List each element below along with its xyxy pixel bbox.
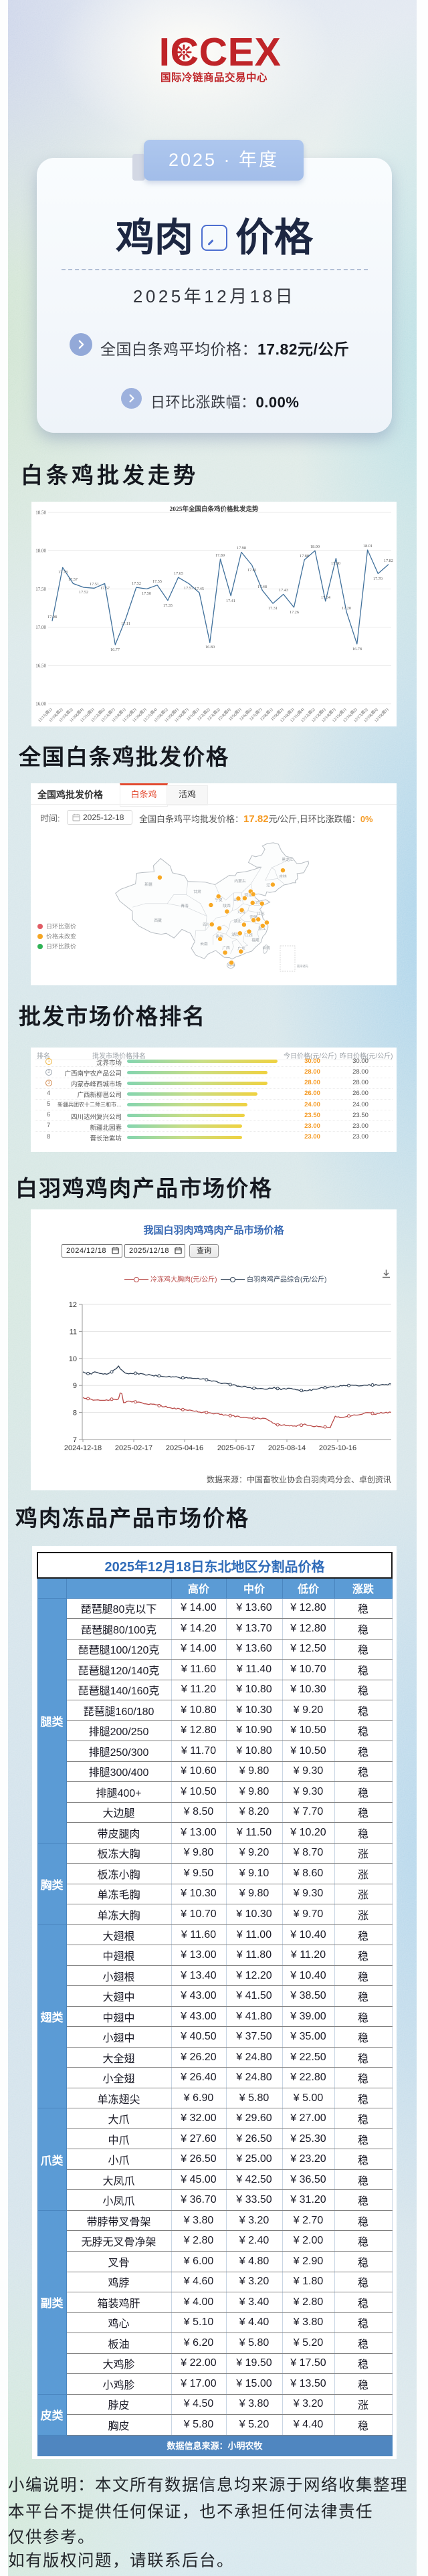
svg-text:17.55: 17.55 bbox=[152, 579, 162, 584]
svg-text:17.00: 17.00 bbox=[35, 625, 46, 630]
svg-text:黑龙江: 黑龙江 bbox=[282, 857, 294, 862]
svg-text:2025-02-17: 2025-02-17 bbox=[115, 1444, 152, 1452]
svg-text:9: 9 bbox=[73, 1382, 77, 1390]
svg-text:四川: 四川 bbox=[203, 922, 211, 927]
svg-text:17.50: 17.50 bbox=[35, 587, 46, 592]
svg-text:17.31: 17.31 bbox=[268, 606, 278, 611]
svg-text:11: 11 bbox=[70, 1328, 77, 1336]
svg-text:17.98: 17.98 bbox=[237, 546, 246, 551]
svg-text:甘肃: 甘肃 bbox=[193, 889, 201, 894]
svg-text:17.20: 17.20 bbox=[342, 606, 351, 611]
svg-text:16.80: 16.80 bbox=[205, 645, 215, 650]
svg-text:安徽: 安徽 bbox=[249, 914, 257, 920]
svg-text:宁夏: 宁夏 bbox=[215, 897, 223, 902]
svg-text:2025-08-14: 2025-08-14 bbox=[268, 1444, 306, 1452]
svg-text:10: 10 bbox=[69, 1355, 77, 1363]
svg-text:数据来源：中国畜牧业协会白羽肉鸡分会、卓创资讯: 数据来源：中国畜牧业协会白羽肉鸡分会、卓创资讯 bbox=[207, 1474, 391, 1484]
svg-text:陕西: 陕西 bbox=[223, 903, 231, 908]
svg-text:17.45: 17.45 bbox=[195, 587, 204, 591]
svg-text:江苏: 江苏 bbox=[257, 911, 265, 916]
svg-text:17.26: 17.26 bbox=[290, 610, 299, 615]
svg-text:16.50: 16.50 bbox=[35, 663, 46, 668]
svg-text:湖南: 湖南 bbox=[231, 932, 239, 937]
svg-text:内蒙古: 内蒙古 bbox=[234, 878, 246, 884]
svg-text:17.65: 17.65 bbox=[174, 571, 183, 576]
svg-text:西藏: 西藏 bbox=[154, 918, 162, 923]
svg-text:18.50: 18.50 bbox=[35, 510, 46, 516]
svg-text:17.48: 17.48 bbox=[257, 585, 267, 589]
svg-text:湖北: 湖北 bbox=[233, 918, 241, 924]
svg-text:17.57: 17.57 bbox=[100, 586, 110, 591]
svg-text:17.51: 17.51 bbox=[90, 582, 99, 587]
svg-text:17.81: 17.81 bbox=[247, 568, 257, 573]
svg-text:2025-10-16: 2025-10-16 bbox=[319, 1444, 356, 1452]
svg-text:2025-04-16: 2025-04-16 bbox=[166, 1444, 203, 1452]
svg-text:18.00: 18.00 bbox=[310, 544, 320, 549]
svg-text:17.89: 17.89 bbox=[215, 553, 225, 558]
svg-text:16.77: 16.77 bbox=[110, 648, 120, 652]
svg-text:17.57: 17.57 bbox=[68, 577, 78, 582]
svg-text:2025年全国白条鸡价格批发走势: 2025年全国白条鸡价格批发走势 bbox=[169, 505, 259, 513]
svg-text:云南: 云南 bbox=[200, 941, 208, 947]
svg-text:17.90: 17.90 bbox=[331, 561, 340, 566]
svg-text:17.88: 17.88 bbox=[300, 554, 309, 559]
svg-text:12: 12 bbox=[69, 1301, 77, 1309]
svg-text:16.00: 16.00 bbox=[35, 702, 46, 707]
svg-text:17.52: 17.52 bbox=[79, 590, 88, 595]
svg-text:青海: 青海 bbox=[181, 903, 189, 908]
svg-text:18.00: 18.00 bbox=[35, 549, 46, 554]
svg-text:2024-12-18: 2024-12-18 bbox=[64, 1444, 102, 1452]
svg-text:17.35: 17.35 bbox=[163, 603, 173, 608]
svg-text:17.50: 17.50 bbox=[142, 591, 151, 596]
svg-text:江西: 江西 bbox=[245, 933, 253, 938]
svg-text:17.52: 17.52 bbox=[132, 581, 141, 586]
svg-text:17.82: 17.82 bbox=[384, 559, 393, 563]
svg-text:17.41: 17.41 bbox=[226, 599, 235, 603]
svg-text:7: 7 bbox=[73, 1436, 77, 1444]
svg-text:浙江: 浙江 bbox=[258, 926, 266, 931]
svg-text:广西: 广西 bbox=[222, 945, 230, 951]
svg-text:2025-06-17: 2025-06-17 bbox=[217, 1444, 255, 1452]
svg-text:17.57: 17.57 bbox=[184, 586, 193, 591]
svg-text:吉林: 吉林 bbox=[279, 874, 287, 879]
svg-text:南海诸岛: 南海诸岛 bbox=[297, 964, 308, 969]
svg-text:17.43: 17.43 bbox=[279, 588, 288, 593]
svg-text:福建: 福建 bbox=[251, 937, 259, 943]
svg-text:8: 8 bbox=[73, 1409, 77, 1417]
svg-text:山东: 山东 bbox=[253, 900, 261, 905]
svg-text:16.78: 16.78 bbox=[352, 647, 362, 652]
svg-text:17.11: 17.11 bbox=[121, 621, 130, 626]
svg-text:17.08: 17.08 bbox=[47, 615, 57, 619]
svg-text:河北: 河北 bbox=[244, 892, 252, 898]
svg-text:新疆: 新疆 bbox=[144, 882, 152, 887]
svg-text:18.01: 18.01 bbox=[363, 544, 372, 549]
svg-text:17.78: 17.78 bbox=[58, 570, 68, 575]
svg-text:17.34: 17.34 bbox=[321, 595, 330, 600]
svg-text:台湾: 台湾 bbox=[262, 945, 270, 951]
svg-text:广东: 广东 bbox=[237, 946, 245, 951]
svg-text:17.70: 17.70 bbox=[373, 577, 383, 581]
